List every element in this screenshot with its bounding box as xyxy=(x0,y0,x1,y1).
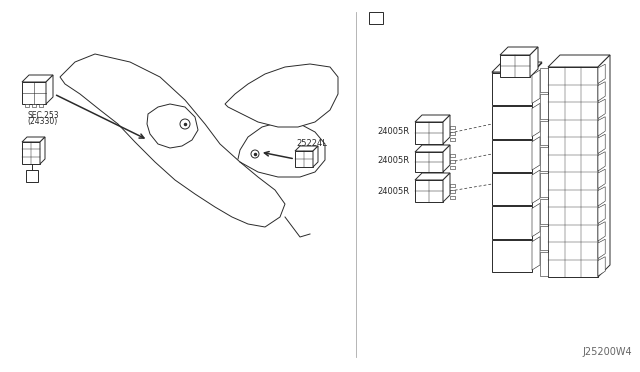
Bar xyxy=(450,126,455,129)
Polygon shape xyxy=(500,47,538,55)
Bar xyxy=(26,170,38,182)
Bar xyxy=(415,152,443,172)
Polygon shape xyxy=(46,75,53,104)
Bar xyxy=(500,55,530,77)
Bar xyxy=(492,173,532,205)
Polygon shape xyxy=(598,99,605,119)
Polygon shape xyxy=(443,173,450,202)
Polygon shape xyxy=(532,170,540,203)
Polygon shape xyxy=(598,204,605,224)
Polygon shape xyxy=(415,145,450,152)
Text: A: A xyxy=(373,13,379,22)
Bar xyxy=(25,104,29,107)
Bar xyxy=(295,151,313,167)
Bar xyxy=(39,104,43,107)
Bar xyxy=(492,206,532,239)
Bar xyxy=(450,184,455,187)
Text: 25224L: 25224L xyxy=(296,139,327,148)
Polygon shape xyxy=(598,134,605,154)
Text: SEC.253: SEC.253 xyxy=(27,111,59,120)
Bar xyxy=(492,106,532,139)
Bar xyxy=(450,132,455,135)
Polygon shape xyxy=(492,62,542,72)
Bar xyxy=(492,240,532,272)
Bar xyxy=(450,196,455,199)
Polygon shape xyxy=(532,237,540,270)
Text: 24005R: 24005R xyxy=(378,126,410,135)
Polygon shape xyxy=(40,137,45,164)
Polygon shape xyxy=(598,152,605,171)
Circle shape xyxy=(251,150,259,158)
Bar xyxy=(540,252,548,276)
Polygon shape xyxy=(532,70,540,103)
Text: J25200W4: J25200W4 xyxy=(582,347,632,357)
Polygon shape xyxy=(147,104,198,148)
Polygon shape xyxy=(22,75,53,82)
Polygon shape xyxy=(492,63,542,73)
Bar xyxy=(540,225,548,250)
Bar xyxy=(22,142,40,164)
Polygon shape xyxy=(532,103,540,137)
Bar xyxy=(540,199,548,224)
Polygon shape xyxy=(443,145,450,172)
Text: A: A xyxy=(29,171,35,180)
Bar xyxy=(450,138,455,141)
Polygon shape xyxy=(598,257,605,276)
Polygon shape xyxy=(295,146,318,151)
Polygon shape xyxy=(415,173,450,180)
Bar xyxy=(540,94,548,119)
Polygon shape xyxy=(598,169,605,189)
Polygon shape xyxy=(532,203,540,237)
Polygon shape xyxy=(598,117,605,136)
Polygon shape xyxy=(598,82,605,101)
Polygon shape xyxy=(598,222,605,241)
Bar xyxy=(492,140,532,172)
Polygon shape xyxy=(548,55,610,67)
Bar xyxy=(450,166,455,169)
Polygon shape xyxy=(598,187,605,206)
Bar xyxy=(415,122,443,144)
Polygon shape xyxy=(598,55,610,277)
Bar xyxy=(415,180,443,202)
Polygon shape xyxy=(443,115,450,144)
Bar xyxy=(369,12,383,24)
Bar xyxy=(548,67,598,277)
Circle shape xyxy=(180,119,190,129)
Polygon shape xyxy=(598,239,605,259)
Bar xyxy=(492,73,532,105)
Polygon shape xyxy=(60,54,285,227)
Bar xyxy=(540,173,548,197)
Polygon shape xyxy=(22,137,45,142)
Bar xyxy=(450,154,455,157)
Text: (24330): (24330) xyxy=(27,117,57,126)
Bar xyxy=(540,121,548,145)
Text: 24005R: 24005R xyxy=(378,155,410,164)
Bar xyxy=(22,82,46,104)
Bar xyxy=(450,190,455,193)
Bar xyxy=(450,160,455,163)
Polygon shape xyxy=(415,115,450,122)
Polygon shape xyxy=(530,47,538,77)
Bar xyxy=(540,68,548,92)
Polygon shape xyxy=(532,137,540,170)
Polygon shape xyxy=(313,146,318,167)
Polygon shape xyxy=(225,64,338,127)
Polygon shape xyxy=(598,64,605,83)
Bar xyxy=(32,104,36,107)
Bar xyxy=(540,147,548,171)
Text: 24005R: 24005R xyxy=(378,186,410,196)
